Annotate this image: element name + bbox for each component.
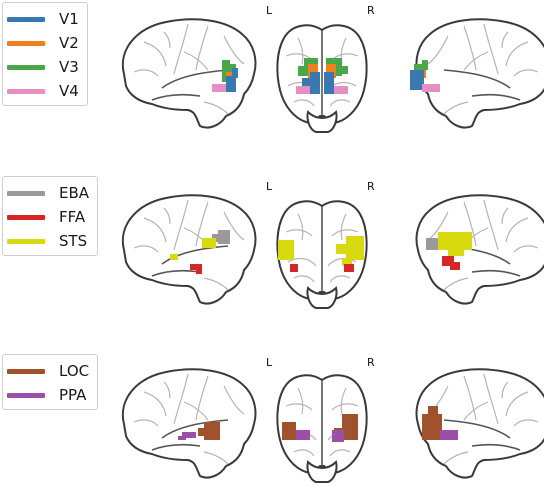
legend-label: V2 <box>59 34 79 52</box>
brain-right-sagittal <box>410 18 544 129</box>
legend-body-face: EBA FFA STS <box>2 176 98 256</box>
legend-item: V4 <box>7 79 81 103</box>
legend-swatch <box>7 214 45 220</box>
roi-sts <box>170 238 216 260</box>
roi-ffa <box>442 256 460 270</box>
roi-loc <box>198 422 220 440</box>
legend-label: LOC <box>59 362 90 380</box>
left-hemisphere-label: L <box>266 356 273 369</box>
right-hemisphere-label: R <box>367 180 375 193</box>
roi-loc <box>422 406 442 440</box>
roi-v4 <box>212 84 226 92</box>
roi-v1 <box>410 70 424 90</box>
legend-label: FFA <box>59 208 86 226</box>
legend-swatch <box>7 88 45 94</box>
brain-posterior-coronal <box>276 374 368 483</box>
roi-ppa <box>296 430 344 442</box>
right-hemisphere-label: R <box>367 356 375 369</box>
legend-swatch <box>7 16 45 22</box>
brain-posterior-coronal <box>276 24 368 134</box>
roi-ffa <box>190 264 202 274</box>
legend-item: STS <box>7 229 91 253</box>
roi-v2 <box>308 64 336 78</box>
legend-label: EBA <box>59 184 90 202</box>
roi-sts <box>438 232 472 256</box>
legend-item: FFA <box>7 205 91 229</box>
left-hemisphere-label: L <box>266 4 273 17</box>
brain-posterior-coronal <box>276 200 368 309</box>
legend-label: V1 <box>59 10 79 28</box>
roi-eba <box>426 238 438 250</box>
roi-ffa <box>290 264 354 272</box>
legend-label: V3 <box>59 58 79 76</box>
left-hemisphere-label: L <box>266 180 273 193</box>
legend-swatch <box>7 190 45 196</box>
roi-sts <box>278 236 364 266</box>
brain-left-sagittal <box>121 368 257 479</box>
roi-ppa <box>178 432 196 440</box>
legend-swatch <box>7 392 45 398</box>
legend-item: PPA <box>7 383 91 407</box>
brain-right-sagittal <box>415 368 544 479</box>
legend-item: V1 <box>7 7 81 31</box>
legend-swatch <box>7 368 45 374</box>
roi-loc <box>282 414 358 440</box>
legend-swatch <box>7 238 45 244</box>
legend-item: EBA <box>7 181 91 205</box>
legend-swatch <box>7 40 45 46</box>
legend-label: V4 <box>59 82 79 100</box>
right-hemisphere-label: R <box>367 4 375 17</box>
roi-v4 <box>296 86 348 94</box>
brain-left-sagittal <box>121 194 257 305</box>
legend-label: STS <box>59 232 88 250</box>
roi-v4 <box>422 84 440 92</box>
brain-right-sagittal <box>415 194 544 305</box>
legend-item: V3 <box>7 55 81 79</box>
roi-ppa <box>440 430 458 440</box>
legend-item: LOC <box>7 359 91 383</box>
legend-swatch <box>7 64 45 70</box>
legend-object-place: LOC PPA <box>2 354 98 410</box>
legend-item: V2 <box>7 31 81 55</box>
legend-label: PPA <box>59 386 87 404</box>
legend-early-visual: V1 V2 V3 V4 <box>2 2 88 106</box>
roi-v1 <box>302 72 334 94</box>
roi-v1 <box>226 68 238 92</box>
brain-left-sagittal <box>121 18 257 129</box>
